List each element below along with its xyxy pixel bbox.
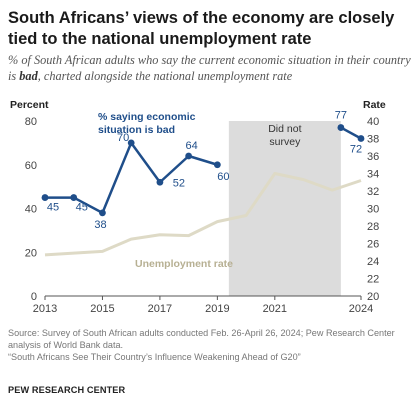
- right-tick-label: 32: [367, 186, 379, 198]
- left-tick-label: 0: [31, 291, 37, 303]
- report-title: “South Africans See Their Country’s Infl…: [8, 352, 301, 362]
- economy-data-label: 52: [173, 177, 185, 189]
- economy-point: [99, 209, 106, 217]
- no-survey-label-line: Did not: [268, 123, 301, 135]
- right-tick-label: 22: [367, 274, 379, 286]
- chart-subtitle: % of South African adults who say the cu…: [8, 53, 411, 83]
- unemployment-series-label: Unemployment rate: [135, 258, 233, 270]
- chart-footer: Source: Survey of South African adults c…: [8, 327, 412, 363]
- right-tick-label: 36: [367, 151, 379, 163]
- economy-series-label-line: % saying economic: [98, 111, 196, 123]
- no-survey-region: [228, 121, 341, 296]
- right-axis-title: Rate: [363, 99, 386, 111]
- x-tick-label: 2024: [349, 303, 373, 315]
- economy-point: [70, 194, 78, 201]
- unemployment-line: [44, 172, 362, 257]
- right-tick-label: 30: [367, 204, 379, 216]
- economy-data-label: 60: [217, 171, 229, 183]
- right-tick-label: 34: [367, 169, 379, 181]
- economy-point: [213, 161, 221, 169]
- right-tick-label: 38: [367, 134, 379, 146]
- x-tick-label: 2019: [205, 303, 229, 315]
- left-tick-label: 20: [25, 247, 37, 259]
- right-tick-label: 26: [367, 239, 379, 251]
- economy-data-label: 77: [335, 110, 347, 122]
- economy-data-label: 72: [350, 144, 362, 156]
- economy-data-label: 45: [76, 202, 88, 214]
- right-tick-label: 28: [367, 221, 379, 233]
- x-tick-label: 2021: [263, 303, 287, 315]
- economy-point: [337, 124, 345, 131]
- economy-line-segment: [45, 141, 218, 215]
- economy-point: [156, 178, 164, 186]
- right-tick-label: 20: [367, 291, 379, 303]
- economy-data-label: 45: [47, 202, 59, 214]
- right-tick-label: 40: [367, 116, 379, 128]
- source-note: Source: Survey of South African adults c…: [8, 328, 395, 350]
- right-tick-label: 24: [367, 256, 379, 268]
- economy-series-label-line: situation is bad: [98, 124, 175, 136]
- left-axis-title: Percent: [10, 99, 49, 111]
- economy-point: [357, 135, 365, 142]
- economy-data-label: 64: [186, 140, 198, 152]
- economy-data-label: 70: [117, 132, 129, 144]
- no-survey-label-line: survey: [269, 136, 301, 148]
- x-tick-label: 2013: [33, 303, 57, 315]
- left-tick-label: 60: [25, 160, 37, 172]
- x-tick-label: 2015: [90, 303, 114, 315]
- economy-point: [127, 139, 135, 147]
- economy-point: [185, 152, 193, 160]
- left-tick-label: 80: [25, 116, 37, 128]
- economy-line-segment: [340, 126, 362, 140]
- left-tick-label: 40: [25, 204, 37, 216]
- economy-point: [41, 194, 49, 201]
- brand-logo: PEW RESEARCH CENTER: [8, 385, 126, 395]
- x-tick-label: 2017: [148, 303, 172, 315]
- subtitle-emphasis: bad: [19, 69, 38, 83]
- chart-title: South Africans’ views of the economy are…: [8, 9, 395, 48]
- economy-data-label: 38: [94, 219, 106, 231]
